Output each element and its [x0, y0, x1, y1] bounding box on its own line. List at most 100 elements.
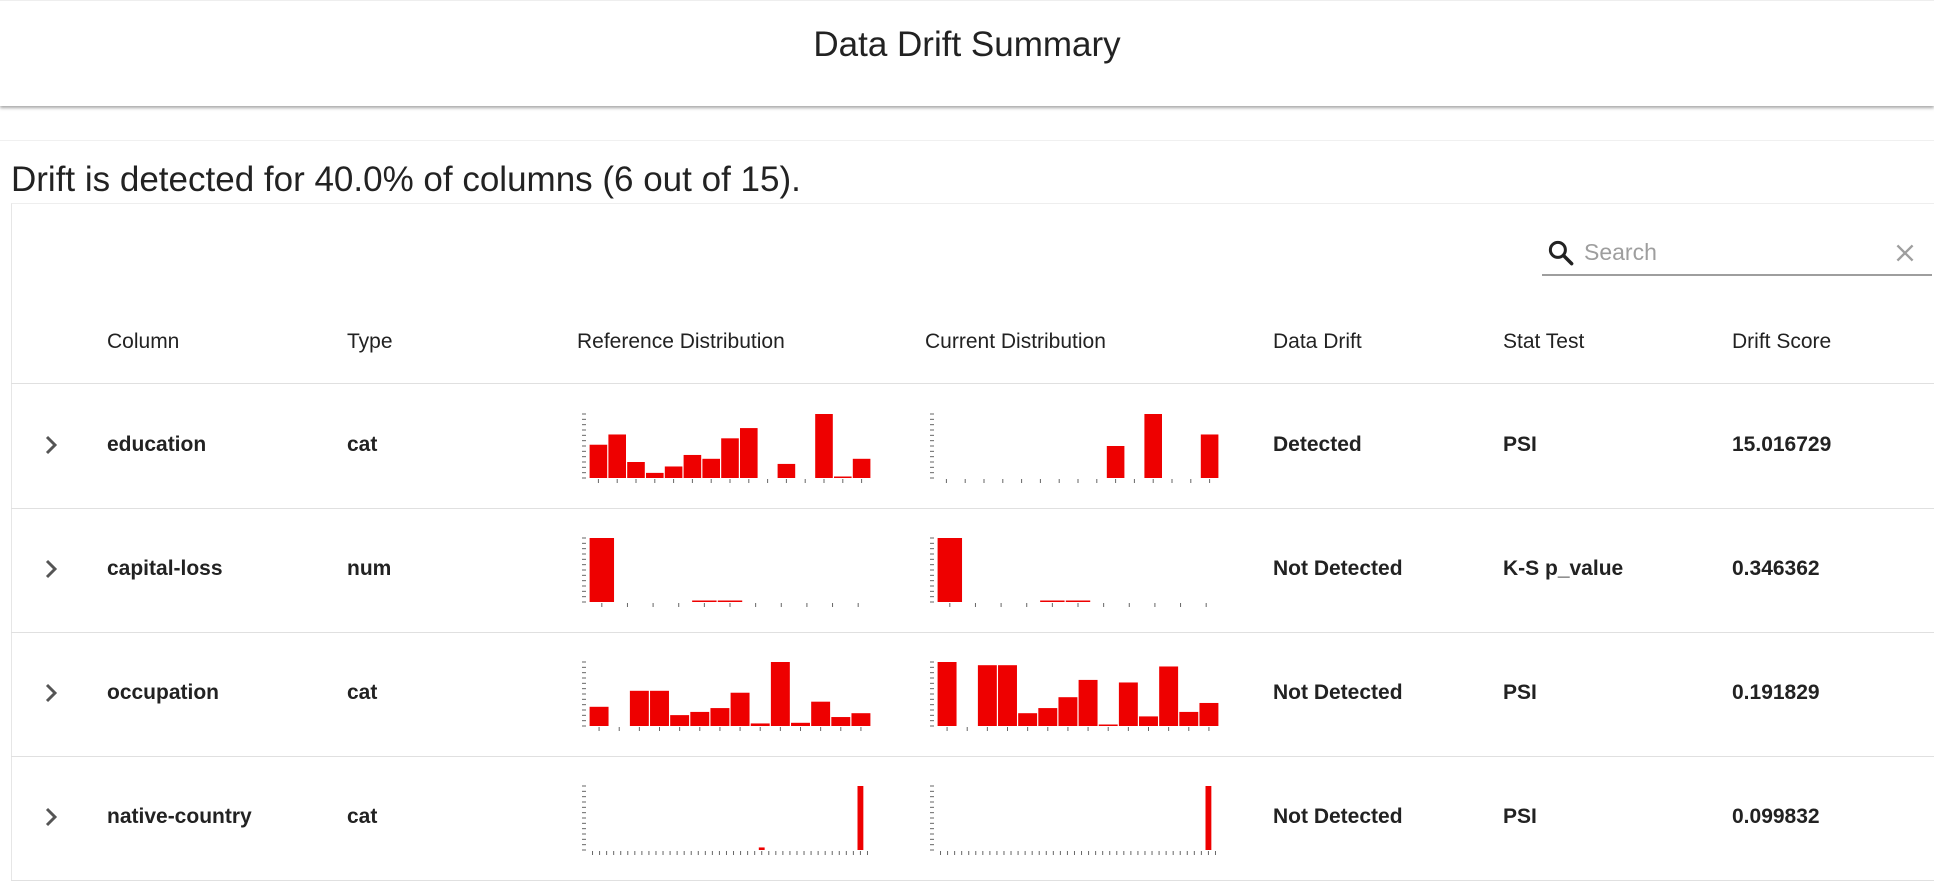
table-row[interactable]: capital-loss num Not Detected K-S p_value 0.… [11, 508, 1934, 633]
column-name-cell: capital-loss [107, 557, 223, 580]
histogram-bar [589, 444, 608, 478]
histogram-bar [650, 690, 669, 726]
histogram-bar [834, 476, 852, 478]
chevron-right-icon[interactable] [35, 801, 67, 833]
histogram-bar [791, 722, 810, 726]
drift-summary-text: Drift is detected for 40.0% of columns (… [11, 160, 801, 199]
column-name-cell: education [107, 433, 207, 456]
histogram-bar [1018, 713, 1038, 726]
current-distribution-chart [930, 537, 1207, 607]
tab-strip [0, 107, 1934, 141]
histogram-bar [629, 690, 649, 726]
histogram-bar [857, 786, 864, 850]
histogram-bar [1199, 702, 1219, 726]
histogram-bar [670, 715, 690, 726]
histogram-bar [977, 665, 997, 726]
histogram-bar [758, 847, 765, 850]
type-cell: cat [347, 681, 378, 704]
table-row[interactable]: occupation cat Not Detected PSI 0.191829 [11, 632, 1934, 757]
close-icon[interactable] [1892, 240, 1918, 266]
page-title: Data Drift Summary [813, 25, 1121, 64]
histogram-bar [937, 662, 957, 726]
histogram-bar [815, 414, 833, 478]
histogram-bar [770, 662, 790, 726]
histogram-bar [692, 600, 717, 602]
current-distribution-chart [930, 413, 1219, 483]
data-drift-cell: Detected [1273, 433, 1362, 456]
column-name-cell: native-country [107, 805, 252, 828]
histogram-bar [777, 463, 796, 478]
drift-table-card [11, 203, 1934, 881]
histogram-bar [1058, 697, 1078, 726]
histogram-bar [702, 458, 720, 478]
header-data-drift[interactable]: Data Drift [1273, 330, 1362, 353]
histogram-bar [710, 708, 730, 726]
reference-distribution-chart [582, 785, 868, 855]
histogram-bar [937, 538, 963, 602]
chevron-right-icon[interactable] [35, 677, 67, 709]
type-cell: num [347, 557, 392, 580]
histogram-bar [1065, 600, 1091, 602]
histogram-bar [1098, 724, 1118, 726]
header-reference-distribution[interactable]: Reference Distribution [577, 330, 785, 353]
histogram-bar [1200, 434, 1219, 478]
data-drift-cell: Not Detected [1273, 805, 1403, 828]
histogram-bar [646, 472, 664, 478]
histogram-bar [831, 717, 851, 726]
histogram-bar [589, 538, 615, 602]
histogram-bar [1040, 600, 1065, 602]
histogram-bar [740, 428, 758, 478]
histogram-bar [664, 466, 683, 478]
reference-distribution-chart [582, 661, 871, 731]
stat-test-cell: PSI [1503, 805, 1537, 828]
stat-test-cell: PSI [1503, 433, 1537, 456]
search-input[interactable] [1584, 234, 1884, 270]
histogram-bar [750, 723, 770, 726]
histogram-bar [811, 701, 831, 726]
histogram-bar [1144, 414, 1162, 478]
header-column[interactable]: Column [107, 330, 180, 353]
data-drift-cell: Not Detected [1273, 681, 1403, 704]
histogram-bar [589, 706, 609, 726]
histogram-bar [627, 462, 645, 478]
reference-distribution-chart [582, 537, 859, 607]
app-bar: Data Drift Summary [0, 0, 1934, 106]
type-cell: cat [347, 805, 378, 828]
table-row[interactable]: native-country cat Not Detected PSI 0.099832 [11, 756, 1934, 881]
data-drift-cell: Not Detected [1273, 557, 1403, 580]
header-stat-test[interactable]: Stat Test [1503, 330, 1585, 353]
histogram-bar [1118, 682, 1138, 726]
histogram-bar [998, 665, 1017, 726]
histogram-bar [1179, 711, 1199, 726]
header-current-distribution[interactable]: Current Distribution [925, 330, 1106, 353]
histogram-bar [608, 434, 626, 478]
stat-test-cell: K-S p_value [1503, 557, 1624, 580]
header-type[interactable]: Type [347, 330, 393, 353]
current-distribution-chart [930, 661, 1219, 731]
chevron-right-icon[interactable] [35, 553, 67, 585]
column-name-cell: occupation [107, 681, 220, 704]
histogram-bar [721, 438, 739, 478]
histogram-bar [1078, 679, 1098, 726]
histogram-bar [1205, 786, 1212, 850]
histogram-bar [683, 454, 702, 478]
histogram-bar [690, 711, 710, 726]
stat-test-cell: PSI [1503, 681, 1537, 704]
histogram-bar [1038, 708, 1058, 726]
histogram-bar [851, 713, 871, 726]
drift-score-cell: 0.099832 [1732, 805, 1820, 828]
search-icon [1548, 240, 1574, 266]
current-distribution-chart [930, 785, 1216, 855]
chevron-right-icon[interactable] [35, 429, 67, 461]
type-cell: cat [347, 433, 378, 456]
drift-score-cell: 15.016729 [1732, 433, 1832, 456]
histogram-bar [1159, 666, 1179, 726]
table-row[interactable]: education cat Detected PSI 15.016729 [11, 384, 1934, 509]
header-divider [11, 383, 1934, 384]
histogram-bar [852, 458, 871, 478]
histogram-bar [1139, 716, 1158, 726]
drift-score-cell: 0.346362 [1732, 557, 1820, 580]
histogram-bar [730, 692, 750, 726]
search-box [1542, 232, 1932, 276]
header-drift-score[interactable]: Drift Score [1732, 330, 1832, 353]
